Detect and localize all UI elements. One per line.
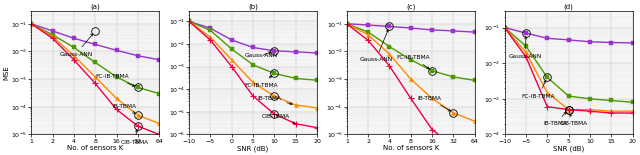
Text: IB-TBMA: IB-TBMA (418, 96, 451, 111)
Text: CIB-TBMA: CIB-TBMA (560, 114, 588, 126)
Text: Gauss-ANN: Gauss-ANN (60, 34, 93, 57)
Text: IB-TBMA: IB-TBMA (113, 104, 136, 114)
Title: (a): (a) (90, 3, 100, 10)
Text: FC-IB-TBMA: FC-IB-TBMA (95, 74, 134, 86)
X-axis label: SNR (dB): SNR (dB) (553, 145, 584, 152)
X-axis label: SNR (dB): SNR (dB) (237, 145, 269, 152)
Text: CIB-TBMA: CIB-TBMA (0, 154, 1, 155)
Text: Gauss-ANN: Gauss-ANN (244, 52, 278, 58)
Text: IB-TBMA: IB-TBMA (543, 112, 567, 126)
Title: (c): (c) (406, 3, 415, 10)
Text: FC-IB-TBMA: FC-IB-TBMA (244, 76, 278, 88)
Text: CIB-TBMA: CIB-TBMA (120, 130, 148, 145)
Text: FC-IB-TBMA: FC-IB-TBMA (396, 55, 430, 69)
Title: (d): (d) (564, 3, 573, 10)
Text: CIB-TBMA: CIB-TBMA (262, 114, 295, 124)
Text: IB-TBMA: IB-TBMA (257, 96, 292, 105)
Y-axis label: MSE: MSE (3, 65, 10, 80)
Text: FC-IB-TBMA: FC-IB-TBMA (522, 81, 556, 99)
Title: (b): (b) (248, 3, 258, 10)
Text: Gauss-ANN: Gauss-ANN (359, 30, 392, 62)
Text: Gauss-ANN: Gauss-ANN (509, 37, 542, 59)
X-axis label: No. of sensors K: No. of sensors K (383, 145, 439, 151)
X-axis label: No. of sensors K: No. of sensors K (67, 145, 124, 151)
